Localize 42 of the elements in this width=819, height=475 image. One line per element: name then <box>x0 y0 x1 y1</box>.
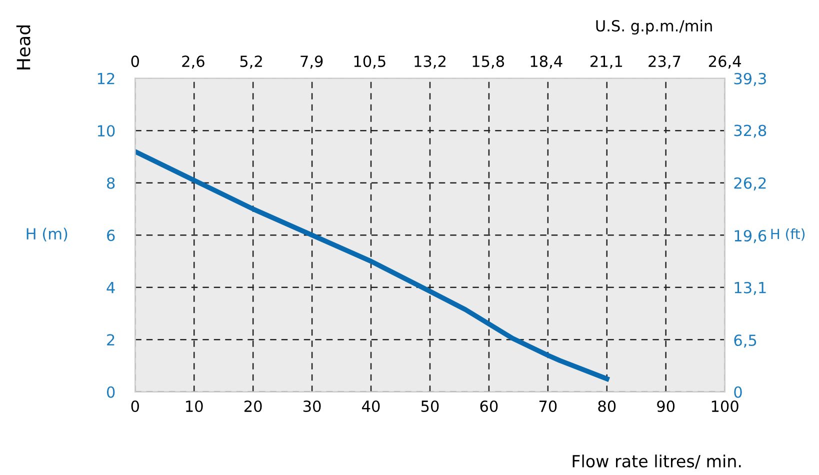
x-tick-label: 70 <box>539 400 557 412</box>
y-tick-label: 12 <box>98 72 114 84</box>
y-tick-label: 0 <box>106 386 115 398</box>
x2-tick-label: 18,4 <box>530 56 562 69</box>
y2-tick-label: 13,1 <box>734 282 766 295</box>
y2-tick-label: 6,5 <box>734 334 756 348</box>
x-tick-label: 100 <box>712 400 738 412</box>
y2-axis-title: H (ft) <box>771 228 805 241</box>
text: Head <box>16 26 30 70</box>
y-tick-label: 8 <box>107 177 115 189</box>
x2-tick-label: 5,2 <box>240 56 262 69</box>
x2-tick-label: 21,1 <box>590 56 622 69</box>
x2-tick-label: 13,2 <box>414 56 446 69</box>
x-tick-label: 90 <box>657 400 675 412</box>
y-tick-label: 10 <box>98 125 115 137</box>
x-tick-label: 40 <box>362 400 380 412</box>
x2-tick-label: 15,8 <box>472 56 504 69</box>
x2-tick-label: 26,4 <box>708 56 741 69</box>
line-series <box>135 149 610 382</box>
x2-tick-label: 2,6 <box>182 56 204 69</box>
y-axis-title: H (m) <box>26 228 68 242</box>
x2-tick-label: 0 <box>131 56 139 68</box>
y2-tick-label: 19,6 <box>734 230 766 244</box>
x-axis-title: Flow rate litres/ min. <box>572 454 741 469</box>
x-tick-label: 20 <box>244 400 262 412</box>
x2-tick-label: 23,7 <box>648 56 680 69</box>
y-tick-label: 6 <box>107 230 115 242</box>
y2-tick-label: 26,2 <box>734 177 766 190</box>
y-tick-label: 2 <box>107 334 114 346</box>
x-tick-label: 80 <box>598 400 616 412</box>
x2-tick-label: 10,5 <box>354 56 386 69</box>
x-tick-label: 30 <box>303 400 321 412</box>
y2-tick-label: 0 <box>734 386 742 398</box>
x2-tick-label: 7,9 <box>300 56 323 69</box>
y2-tick-label: 32,8 <box>734 124 766 138</box>
y2-tick-label: 39,3 <box>734 72 766 86</box>
y-tick-label: 4 <box>106 282 115 294</box>
x-tick-label: 60 <box>480 400 498 412</box>
x-tick-label: 0 <box>131 400 139 412</box>
x-tick-label: 10 <box>186 400 203 412</box>
x2-axis-title: U.S. g.p.m./min <box>596 20 712 35</box>
x-tick-label: 50 <box>421 400 439 412</box>
